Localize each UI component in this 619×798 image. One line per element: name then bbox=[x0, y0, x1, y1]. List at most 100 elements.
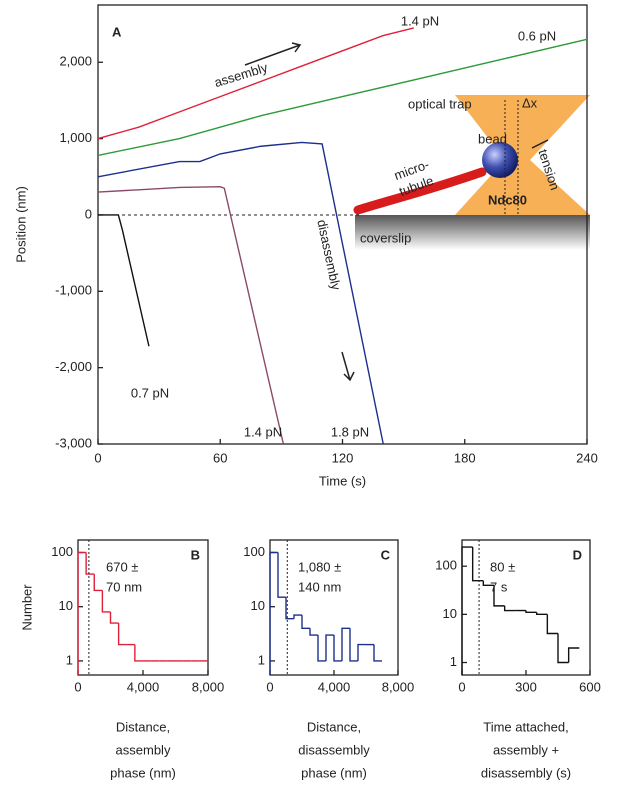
data-line bbox=[97, 141, 384, 445]
y-axis-label: Position (nm) bbox=[13, 186, 28, 263]
histogram-bin bbox=[101, 590, 111, 613]
x-tick-label: 4,000 bbox=[127, 679, 160, 694]
annotation: 70 nm bbox=[106, 579, 142, 594]
optical-trap bbox=[455, 95, 590, 215]
x-axis-label: Time attached, bbox=[483, 719, 569, 734]
annotation: 7 s bbox=[490, 579, 508, 594]
y-tick-label: 1 bbox=[258, 652, 265, 667]
x-axis-label: Distance, bbox=[116, 719, 170, 734]
assembly-arrow bbox=[244, 42, 302, 66]
histogram-bin bbox=[357, 643, 366, 661]
series-label: 1.4 pN bbox=[244, 424, 282, 439]
annotation: 140 nm bbox=[298, 579, 341, 594]
x-tick-label: 180 bbox=[454, 450, 476, 465]
y-tick-label: 1,000 bbox=[59, 130, 92, 145]
series-label: 1.4 pN bbox=[401, 13, 439, 28]
histogram-bin bbox=[471, 547, 484, 582]
microtubule bbox=[353, 167, 487, 215]
histogram-bin bbox=[461, 546, 473, 675]
x-tick-label: 120 bbox=[332, 450, 354, 465]
data-line bbox=[97, 27, 414, 140]
x-tick-label: 8,000 bbox=[192, 679, 225, 694]
y-tick-label: 10 bbox=[251, 598, 265, 613]
annotation: Ndc80 bbox=[488, 192, 527, 207]
histogram-bin bbox=[325, 634, 334, 661]
histogram-bin bbox=[293, 614, 302, 619]
histogram-bin bbox=[493, 585, 505, 607]
histogram-bin bbox=[525, 610, 537, 614]
panel-letter: A bbox=[112, 24, 122, 39]
histogram-bin bbox=[546, 614, 558, 635]
y-tick-label: 100 bbox=[51, 544, 73, 559]
x-axis-label: disassembly (s) bbox=[481, 765, 571, 780]
data-line bbox=[98, 214, 150, 347]
series-label: 0.7 pN bbox=[131, 385, 169, 400]
annotation: coverslip bbox=[360, 230, 411, 245]
y-tick-label: 0 bbox=[85, 206, 92, 221]
x-tick-label: 0 bbox=[74, 679, 81, 694]
coverslip bbox=[355, 215, 590, 250]
x-axis-label: disassembly bbox=[298, 742, 370, 757]
histogram-bin bbox=[349, 628, 358, 662]
x-tick-label: 600 bbox=[579, 679, 601, 694]
histogram-bin bbox=[309, 628, 318, 636]
x-tick-label: 0 bbox=[94, 450, 101, 465]
histogram-bin bbox=[134, 644, 143, 662]
histogram-bin bbox=[117, 623, 127, 646]
y-tick-label: 10 bbox=[443, 606, 457, 621]
histogram-bin bbox=[567, 647, 580, 663]
x-tick-label: 240 bbox=[576, 450, 598, 465]
annotation: 1,080 ± bbox=[298, 559, 341, 574]
histogram-bin bbox=[277, 552, 286, 598]
histogram-bin bbox=[333, 635, 342, 662]
histogram-bin bbox=[93, 574, 103, 592]
histogram-bin bbox=[535, 612, 548, 616]
panel-letter: D bbox=[573, 547, 582, 562]
disassembly-arrow bbox=[341, 351, 355, 382]
y-tick-label: 2,000 bbox=[59, 54, 92, 69]
plot-frame bbox=[461, 539, 591, 676]
histogram-bin bbox=[301, 615, 310, 629]
y-tick-label: 1 bbox=[66, 652, 73, 667]
annotation: 670 ± bbox=[106, 559, 138, 574]
annotation: bead bbox=[478, 131, 507, 146]
y-tick-label: -2,000 bbox=[55, 359, 92, 374]
x-tick-label: 4,000 bbox=[318, 679, 351, 694]
annotation: assembly bbox=[212, 60, 269, 91]
data-line bbox=[97, 38, 588, 157]
series-label: 0.6 pN bbox=[518, 28, 556, 43]
histogram-bin bbox=[77, 551, 87, 675]
y-axis-label: Number bbox=[19, 584, 34, 631]
histogram-bin bbox=[109, 611, 119, 624]
y-tick-label: 10 bbox=[59, 598, 73, 613]
histogram-bin bbox=[503, 605, 516, 612]
bead bbox=[482, 142, 518, 178]
series-label: 1.8 pN bbox=[331, 424, 369, 439]
histogram-bin bbox=[557, 633, 569, 664]
annotation: 80 ± bbox=[490, 559, 515, 574]
schematic bbox=[244, 42, 590, 382]
histogram-bin bbox=[341, 627, 350, 661]
x-axis-label: phase (nm) bbox=[301, 765, 367, 780]
y-tick-label: 1 bbox=[450, 654, 457, 669]
x-axis-label: assembly + bbox=[493, 742, 559, 757]
plot-frame bbox=[77, 539, 209, 676]
x-tick-label: 8,000 bbox=[382, 679, 415, 694]
histogram-bin bbox=[285, 597, 294, 620]
y-tick-label: -3,000 bbox=[55, 435, 92, 450]
x-axis-label: Time (s) bbox=[319, 473, 366, 488]
panel-letter: C bbox=[381, 547, 391, 562]
histogram-bin bbox=[317, 635, 326, 662]
x-axis-label: assembly bbox=[116, 742, 171, 757]
histogram-bin bbox=[482, 580, 494, 587]
plot-frame bbox=[97, 4, 588, 445]
annotation: Δx bbox=[522, 95, 538, 110]
x-axis-label: phase (nm) bbox=[110, 765, 176, 780]
x-tick-label: 300 bbox=[515, 679, 537, 694]
data-line bbox=[97, 186, 285, 445]
y-tick-label: 100 bbox=[243, 544, 265, 559]
annotation: optical trap bbox=[408, 96, 472, 111]
histogram-bin bbox=[373, 644, 382, 662]
x-tick-label: 60 bbox=[213, 450, 227, 465]
